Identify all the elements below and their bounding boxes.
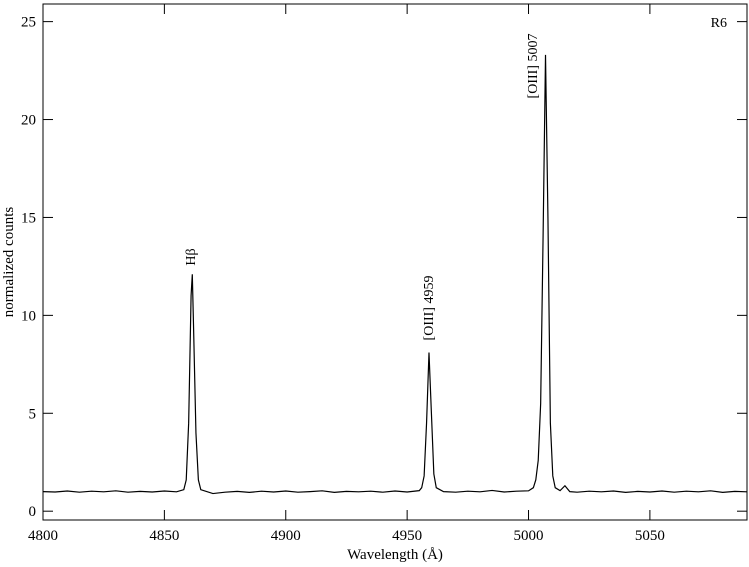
x-tick-label: 4900 — [271, 528, 301, 544]
y-tick-label: 5 — [29, 406, 37, 422]
x-tick-label: 4950 — [392, 528, 422, 544]
y-tick-label: 15 — [21, 210, 36, 226]
x-tick-label: 4800 — [28, 528, 58, 544]
plot-frame — [42, 3, 748, 521]
annotation: R6 — [711, 16, 727, 31]
x-tick-label: 5000 — [514, 528, 544, 544]
annotation: [OIII] 4959 — [422, 276, 437, 341]
y-axis-label: normalized counts — [1, 207, 17, 318]
annotation: Hβ — [184, 248, 199, 265]
x-tick-label: 5050 — [635, 528, 665, 544]
y-tick-label: 0 — [29, 504, 37, 520]
spectrum-line — [42, 54, 748, 495]
y-tick-label: 20 — [21, 113, 36, 129]
x-tick-label: 4850 — [149, 528, 179, 544]
annotation: [OIII] 5007 — [526, 34, 541, 99]
y-tick-label: 25 — [21, 15, 36, 31]
x-axis-label: Wavelength (Å) — [347, 547, 443, 563]
y-tick-label: 10 — [21, 308, 36, 324]
